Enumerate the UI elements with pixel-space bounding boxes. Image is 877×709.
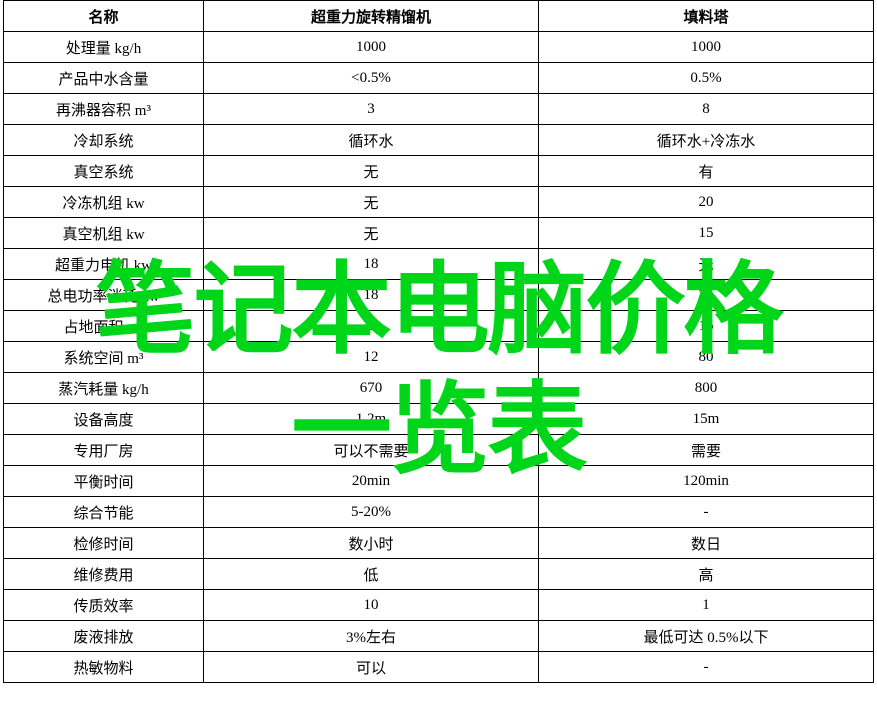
table-cell: - — [539, 652, 874, 683]
table-cell: 1 — [539, 590, 874, 621]
table-cell: 冷冻机组 kw — [4, 187, 204, 218]
table-cell: 再沸器容积 m³ — [4, 94, 204, 125]
table-row: 蒸汽耗量 kg/h670800 — [4, 373, 874, 404]
table-cell: 8 — [539, 94, 874, 125]
table-cell: 无 — [539, 249, 874, 280]
table-cell: 15m — [539, 404, 874, 435]
table-row: 占地面积 m²516 — [4, 311, 874, 342]
table-cell: 1000 — [204, 32, 539, 63]
table-row: 检修时间数小时数日 — [4, 528, 874, 559]
table-cell: 5-20% — [204, 497, 539, 528]
table-row: 系统空间 m³1280 — [4, 342, 874, 373]
table-cell: 15 — [539, 218, 874, 249]
table-cell: 35 — [539, 280, 874, 311]
table-row: 传质效率101 — [4, 590, 874, 621]
table-cell: 维修费用 — [4, 559, 204, 590]
table-cell: 18 — [204, 249, 539, 280]
table-cell: 有 — [539, 156, 874, 187]
table-cell: 80 — [539, 342, 874, 373]
table-cell: 20min — [204, 466, 539, 497]
table-cell: 综合节能 — [4, 497, 204, 528]
table-row: 维修费用低高 — [4, 559, 874, 590]
table-cell: 传质效率 — [4, 590, 204, 621]
table-cell: 循环水+冷冻水 — [539, 125, 874, 156]
table-row: 冷却系统循环水循环水+冷冻水 — [4, 125, 874, 156]
table-row: 再沸器容积 m³38 — [4, 94, 874, 125]
table-cell: <0.5% — [204, 63, 539, 94]
table-cell: 平衡时间 — [4, 466, 204, 497]
table-cell: 无 — [204, 156, 539, 187]
table-header-row: 名称 超重力旋转精馏机 填料塔 — [4, 1, 874, 32]
table-row: 平衡时间20min120min — [4, 466, 874, 497]
table-cell: 18 — [204, 280, 539, 311]
table-cell: 真空机组 kw — [4, 218, 204, 249]
table-row: 超重力电机 kw18无 — [4, 249, 874, 280]
table-cell: 可以不需要 — [204, 435, 539, 466]
table-row: 废液排放3%左右最低可达 0.5%以下 — [4, 621, 874, 652]
table-cell: 20 — [539, 187, 874, 218]
table-cell: 冷却系统 — [4, 125, 204, 156]
table-cell: 可以 — [204, 652, 539, 683]
col-header-packed: 填料塔 — [539, 1, 874, 32]
table-cell: 0.5% — [539, 63, 874, 94]
table-cell: 蒸汽耗量 kg/h — [4, 373, 204, 404]
table-cell: 高 — [539, 559, 874, 590]
table-cell: 占地面积 m² — [4, 311, 204, 342]
table-cell: 专用厂房 — [4, 435, 204, 466]
table-cell: 670 — [204, 373, 539, 404]
comparison-table: 名称 超重力旋转精馏机 填料塔 处理量 kg/h10001000产品中水含量<0… — [3, 0, 874, 683]
table-cell: 3 — [204, 94, 539, 125]
table-row: 专用厂房可以不需要需要 — [4, 435, 874, 466]
table-cell: 1.2m — [204, 404, 539, 435]
table-cell: 低 — [204, 559, 539, 590]
table-row: 真空机组 kw无15 — [4, 218, 874, 249]
col-header-higee: 超重力旋转精馏机 — [204, 1, 539, 32]
table-cell: 检修时间 — [4, 528, 204, 559]
table-cell: 产品中水含量 — [4, 63, 204, 94]
table-cell: 10 — [204, 590, 539, 621]
table-cell: 1000 — [539, 32, 874, 63]
table-cell: 最低可达 0.5%以下 — [539, 621, 874, 652]
table-cell: 5 — [204, 311, 539, 342]
table-row: 设备高度1.2m15m — [4, 404, 874, 435]
table-cell: 真空系统 — [4, 156, 204, 187]
table-cell: 800 — [539, 373, 874, 404]
table-cell: 循环水 — [204, 125, 539, 156]
table-cell: 总电功率消耗 kw — [4, 280, 204, 311]
col-header-name: 名称 — [4, 1, 204, 32]
table-cell: 设备高度 — [4, 404, 204, 435]
table-cell: 120min — [539, 466, 874, 497]
table-row: 处理量 kg/h10001000 — [4, 32, 874, 63]
table-cell: 系统空间 m³ — [4, 342, 204, 373]
table-body: 处理量 kg/h10001000产品中水含量<0.5%0.5%再沸器容积 m³3… — [4, 32, 874, 683]
table-cell: 12 — [204, 342, 539, 373]
table-row: 冷冻机组 kw无20 — [4, 187, 874, 218]
table-row: 产品中水含量<0.5%0.5% — [4, 63, 874, 94]
table-cell: 无 — [204, 187, 539, 218]
table-cell: 16 — [539, 311, 874, 342]
table-cell: 数日 — [539, 528, 874, 559]
table-cell: 超重力电机 kw — [4, 249, 204, 280]
table-row: 热敏物料可以- — [4, 652, 874, 683]
table-row: 真空系统无有 — [4, 156, 874, 187]
table-cell: 3%左右 — [204, 621, 539, 652]
table-row: 总电功率消耗 kw1835 — [4, 280, 874, 311]
table-row: 综合节能5-20%- — [4, 497, 874, 528]
table-cell: 无 — [204, 218, 539, 249]
table-cell: 处理量 kg/h — [4, 32, 204, 63]
table-cell: 热敏物料 — [4, 652, 204, 683]
table-cell: 废液排放 — [4, 621, 204, 652]
table-cell: 数小时 — [204, 528, 539, 559]
table-cell: - — [539, 497, 874, 528]
table-cell: 需要 — [539, 435, 874, 466]
